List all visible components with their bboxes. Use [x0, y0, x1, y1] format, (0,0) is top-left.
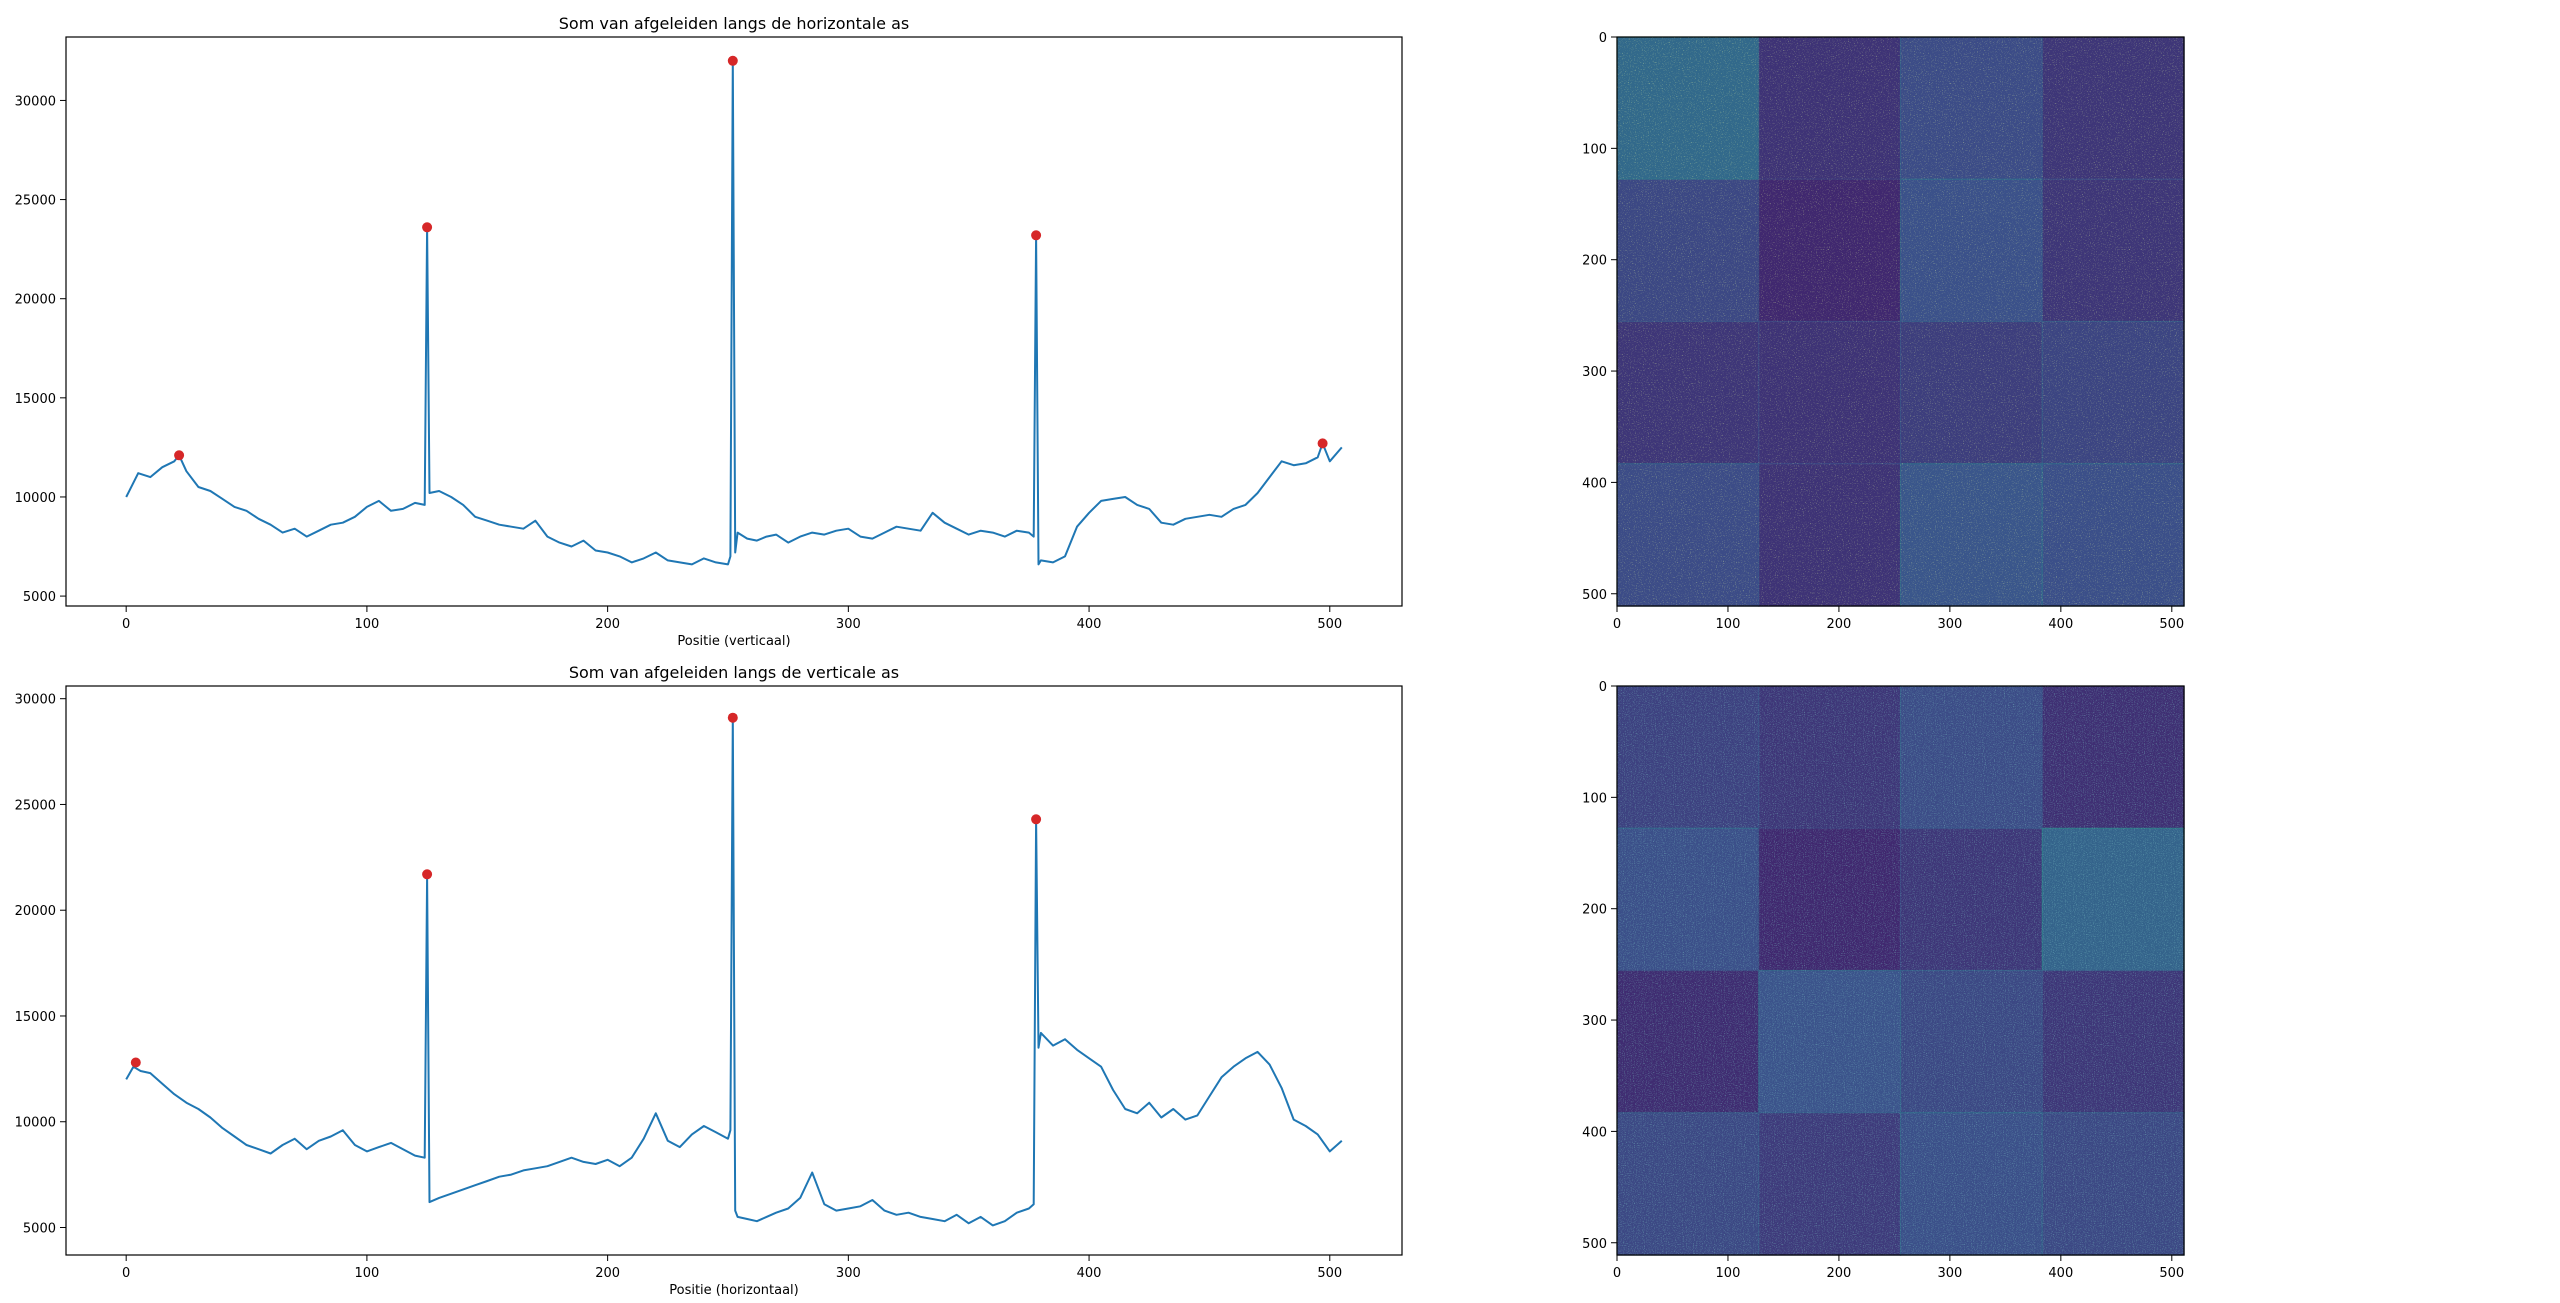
x-tick-label: 400 [1077, 1266, 1102, 1281]
y-tick-label: 20000 [15, 293, 56, 308]
x-tick-label: 300 [1937, 1266, 1962, 1281]
y-tick-label: 300 [1582, 1014, 1607, 1029]
heatmap-horizontal-derivatives: 0 100 200 300 400 500 0 100 200 300 400 500 [1582, 31, 2185, 632]
y-tick-label: 0 [1599, 680, 1607, 695]
x-tick-label: 0 [1613, 1266, 1621, 1281]
heatmap-noise-overlay [1617, 686, 2184, 1255]
x-tick-label: 0 [122, 617, 130, 632]
y-tick-label: 10000 [15, 491, 56, 506]
heatmap-noise-overlay [1617, 37, 2184, 606]
y-tick-label: 15000 [15, 1010, 56, 1025]
x-tick-label: 300 [836, 617, 861, 632]
chart-title: Som van afgeleiden langs de horizontale … [559, 14, 909, 33]
y-tick-label: 400 [1582, 1125, 1607, 1140]
line-chart-vertical-derivatives: Som van afgeleiden langs de verticale as… [15, 663, 1403, 1298]
y-tick-label: 300 [1582, 365, 1607, 380]
heatmap-vertical-derivatives: 0 100 200 300 400 500 0 100 200 300 400 500 [1582, 680, 2185, 1281]
x-tick-label: 100 [354, 617, 379, 632]
peak-marker [422, 222, 433, 233]
heatmap-frame [1616, 36, 2185, 607]
peak-marker [727, 712, 738, 723]
x-tick-label: 100 [354, 1266, 379, 1281]
x-tick-label: 0 [1613, 617, 1621, 632]
peak-marker [1031, 814, 1042, 825]
x-tick-label: 500 [1317, 617, 1342, 632]
x-tick-label: 400 [1077, 617, 1102, 632]
x-tick-label: 200 [1827, 1266, 1852, 1281]
series-line [125, 716, 1343, 1227]
x-tick-label: 400 [2048, 617, 2073, 632]
x-tick-label: 100 [1716, 617, 1741, 632]
chart-title: Som van afgeleiden langs de verticale as [569, 663, 899, 682]
y-tick-label: 10000 [15, 1116, 56, 1131]
peak-marker [422, 869, 433, 880]
peak-marker [727, 55, 738, 66]
x-tick-label: 300 [836, 1266, 861, 1281]
x-tick-label: 200 [595, 1266, 620, 1281]
peak-marker [1031, 230, 1042, 241]
y-tick-label: 500 [1582, 1237, 1607, 1252]
x-axis-label: Positie (horizontaal) [669, 1283, 799, 1298]
y-tick-label: 25000 [15, 194, 56, 209]
y-tick-label: 200 [1582, 903, 1607, 918]
y-tick-label: 200 [1582, 254, 1607, 269]
y-tick-label: 30000 [15, 693, 56, 708]
x-tick-label: 200 [1827, 617, 1852, 632]
x-tick-label: 500 [2159, 617, 2184, 632]
y-tick-label: 5000 [23, 590, 56, 605]
plot-frame [65, 685, 1403, 1256]
peak-marker [174, 450, 185, 461]
peak-marker [1317, 438, 1328, 449]
x-tick-label: 300 [1937, 617, 1962, 632]
heatmap-frame [1616, 685, 2185, 1256]
x-tick-label: 500 [1317, 1266, 1342, 1281]
peak-marker [130, 1057, 141, 1068]
plot-frame [65, 36, 1403, 607]
x-tick-label: 100 [1716, 1266, 1741, 1281]
y-tick-label: 0 [1599, 31, 1607, 46]
y-tick-label: 30000 [15, 94, 56, 109]
x-tick-label: 200 [595, 617, 620, 632]
y-tick-label: 20000 [15, 904, 56, 919]
y-tick-label: 25000 [15, 798, 56, 813]
y-tick-label: 15000 [15, 392, 56, 407]
line-chart-horizontal-derivatives: Som van afgeleiden langs de horizontale … [15, 14, 1403, 649]
y-tick-label: 100 [1582, 791, 1607, 806]
x-tick-label: 400 [2048, 1266, 2073, 1281]
x-tick-label: 0 [122, 1266, 130, 1281]
x-axis-label: Positie (verticaal) [677, 634, 790, 649]
series-line [125, 59, 1343, 566]
y-tick-label: 400 [1582, 476, 1607, 491]
y-tick-label: 100 [1582, 142, 1607, 157]
y-tick-label: 500 [1582, 588, 1607, 603]
y-tick-label: 5000 [23, 1222, 56, 1237]
x-tick-label: 500 [2159, 1266, 2184, 1281]
